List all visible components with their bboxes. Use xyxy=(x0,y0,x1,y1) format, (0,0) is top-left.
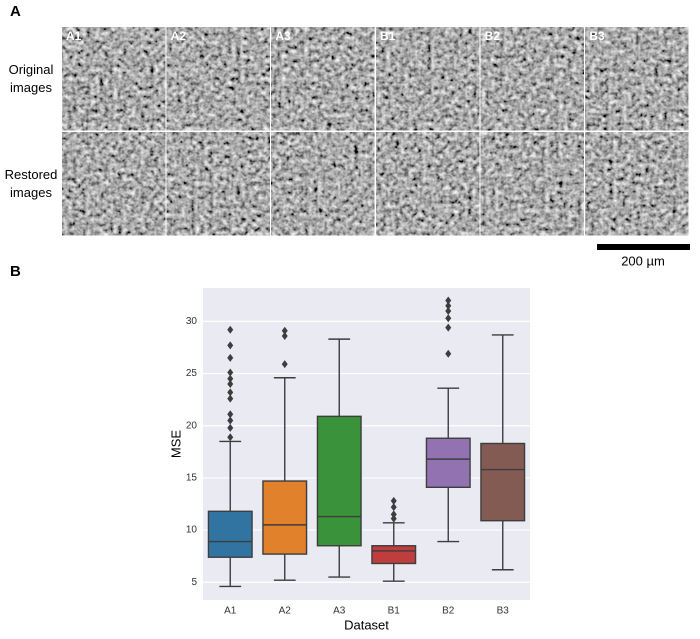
box xyxy=(425,437,471,489)
outlier xyxy=(390,514,397,523)
outlier xyxy=(445,323,452,332)
y-tick-label: 5 xyxy=(191,577,197,588)
microscopy-image xyxy=(480,27,584,131)
x-axis-label: Dataset xyxy=(344,617,389,632)
y-tick-label: 25 xyxy=(186,368,198,379)
microscopy-image xyxy=(271,132,375,236)
y-tick-label: 15 xyxy=(186,473,198,484)
box xyxy=(371,545,417,565)
outlier xyxy=(281,332,288,340)
panel-label: B xyxy=(10,263,21,280)
microscopy-image xyxy=(62,132,166,236)
outlier xyxy=(445,349,452,358)
x-tick-label: A1 xyxy=(224,606,237,617)
x-tick-label: A3 xyxy=(333,606,346,617)
x-tick-label: B2 xyxy=(442,606,455,617)
image-label: B3 xyxy=(589,29,605,43)
outlier xyxy=(227,388,234,397)
image-label: B1 xyxy=(380,29,396,43)
outlier xyxy=(227,341,234,350)
outlier xyxy=(445,314,452,323)
x-tick-label: B3 xyxy=(497,606,510,617)
outlier xyxy=(390,503,397,512)
box xyxy=(316,415,362,547)
y-tick-label: 30 xyxy=(186,316,198,327)
row-label: images xyxy=(10,80,52,95)
scale-bar-label: 200 µm xyxy=(621,253,665,268)
microscopy-image xyxy=(271,27,375,131)
outlier xyxy=(281,326,288,335)
row-label: Original xyxy=(9,62,54,77)
box xyxy=(262,480,308,555)
y-tick-label: 20 xyxy=(186,420,198,431)
microscopy-image xyxy=(376,27,480,131)
image-label: B2 xyxy=(485,29,501,43)
outlier xyxy=(390,496,397,505)
outlier xyxy=(227,410,234,419)
panel-label: A xyxy=(10,3,21,20)
row-label: Restored xyxy=(5,167,58,182)
x-tick-label: A2 xyxy=(279,606,292,617)
outlier xyxy=(227,394,234,403)
outlier xyxy=(227,423,234,432)
outlier xyxy=(445,306,452,315)
y-tick-label: 10 xyxy=(186,525,198,536)
outlier xyxy=(227,374,234,383)
outlier xyxy=(227,325,234,334)
outlier xyxy=(445,296,452,305)
image-grid: Original images Restored images A1 A2 A3 B1 B2 B3 xyxy=(5,27,689,236)
outlier xyxy=(227,416,234,425)
microscopy-image xyxy=(585,132,689,236)
row-label: images xyxy=(10,185,52,200)
box xyxy=(207,510,253,558)
plot-background xyxy=(203,288,530,600)
box xyxy=(480,442,526,522)
outlier xyxy=(281,360,288,369)
outlier xyxy=(227,368,234,377)
microscopy-image xyxy=(166,132,270,236)
microscopy-image xyxy=(585,27,689,131)
outlier xyxy=(390,510,397,519)
y-axis-label: MSE xyxy=(168,430,183,459)
image-label: A1 xyxy=(66,29,82,43)
outlier xyxy=(227,433,234,442)
outlier xyxy=(445,301,452,310)
outlier xyxy=(227,353,234,362)
box-chart: 5 10 15 20 25 30 MSE Dataset A1 A2 A3 B1 B2 B3 xyxy=(168,288,530,632)
microscopy-image xyxy=(376,132,480,236)
microscopy-image xyxy=(62,27,166,131)
outlier xyxy=(227,380,234,388)
image-label: A2 xyxy=(171,29,187,43)
microscopy-image xyxy=(166,27,270,131)
microscopy-image xyxy=(480,132,584,236)
x-tick-label: B1 xyxy=(388,606,401,617)
image-label: A3 xyxy=(275,29,291,43)
